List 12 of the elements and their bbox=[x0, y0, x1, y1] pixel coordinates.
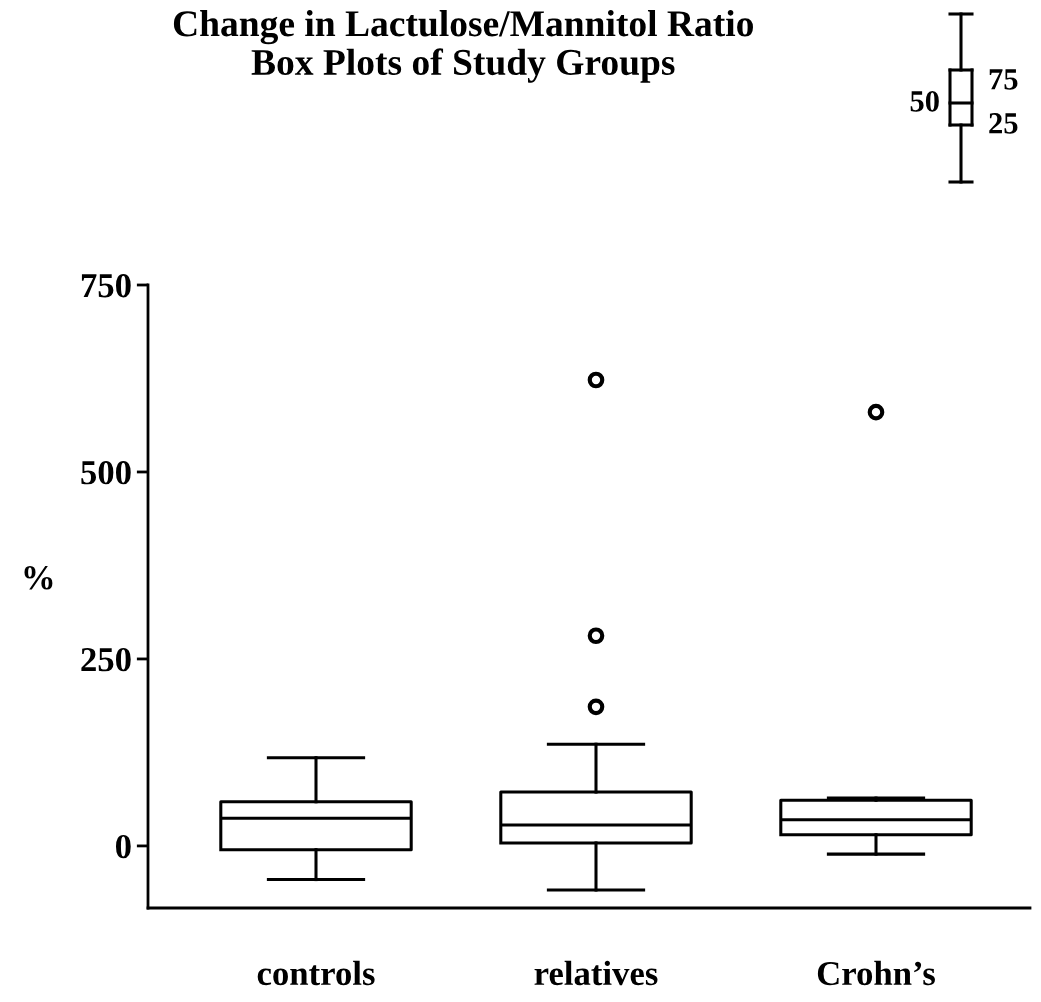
x-tick-label: controls bbox=[257, 960, 375, 986]
y-tick-label: 0 bbox=[115, 834, 131, 859]
text: 75 bbox=[989, 69, 1018, 90]
text: 25 bbox=[989, 113, 1018, 134]
x-tick-label: relatives bbox=[534, 960, 658, 986]
y-tick-label: 250 bbox=[81, 647, 131, 672]
chart-title: Change in Lactulose/Mannitol Ratio Box Plots of Study Groups bbox=[173, 10, 753, 83]
y-tick-label: 500 bbox=[81, 460, 131, 485]
text: 50 bbox=[910, 91, 939, 112]
y-axis-title: % bbox=[24, 566, 53, 590]
x-tick-label: Crohn’s bbox=[817, 960, 935, 986]
y-tick-label: 750 bbox=[81, 273, 131, 298]
